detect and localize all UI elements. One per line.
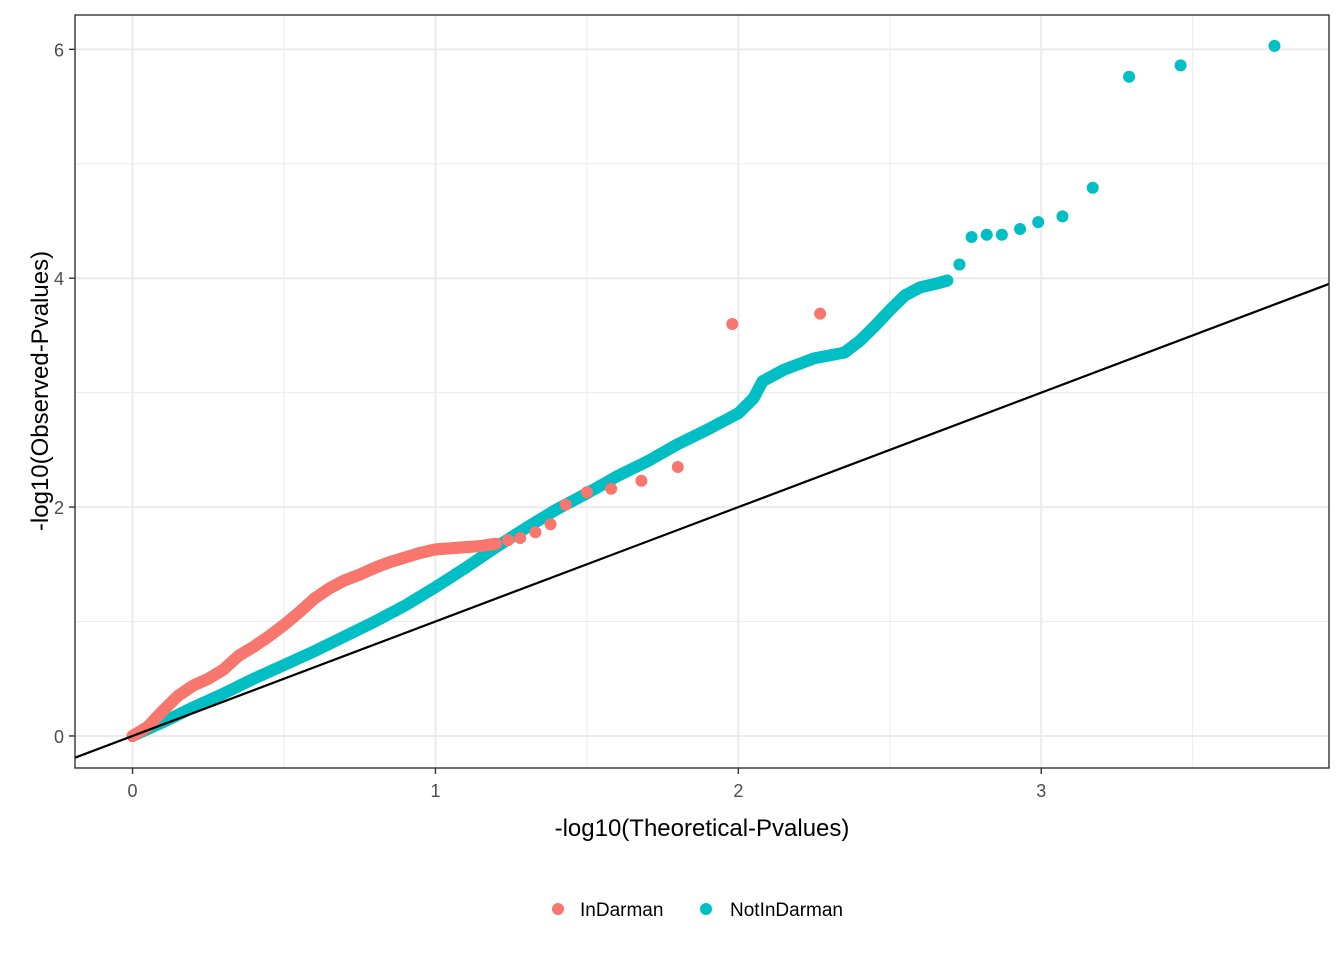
y-tick-label: 6 (54, 40, 64, 60)
data-point (1014, 222, 1027, 235)
x-tick-label: 0 (128, 781, 138, 801)
reference-line (74, 282, 1330, 759)
series-indarman (126, 307, 827, 742)
data-point (965, 231, 978, 244)
legend-label-indarman: InDarman (580, 900, 663, 921)
y-tick-label: 2 (54, 498, 64, 518)
x-axis: 0 1 2 3 (128, 768, 1046, 801)
data-point (635, 474, 648, 487)
data-point (605, 482, 618, 495)
x-tick-label: 3 (1036, 781, 1046, 801)
data-point (980, 228, 993, 241)
data-point (1032, 216, 1045, 229)
y-axis-title: -log10(Observed-Pvalues) (27, 251, 54, 531)
data-point (1268, 39, 1281, 52)
data-point (814, 307, 827, 320)
data-point (941, 274, 954, 287)
legend-key-notindarman (700, 903, 712, 915)
data-point (995, 228, 1008, 241)
data-point (544, 518, 557, 531)
grid-major (75, 15, 1329, 768)
legend-key-indarman (552, 903, 564, 915)
y-tick-label: 4 (54, 269, 64, 289)
data-point (1086, 181, 1099, 194)
legend-label-notindarman: NotInDarman (730, 900, 843, 921)
x-tick-label: 1 (430, 781, 440, 801)
data-point (1056, 210, 1069, 223)
plot-background (75, 15, 1329, 768)
x-tick-label: 2 (733, 781, 743, 801)
data-point (580, 486, 593, 499)
data-point (514, 531, 527, 544)
data-point (559, 498, 572, 511)
data-point (953, 258, 966, 271)
y-axis: 0 2 4 6 (54, 40, 75, 747)
data-point (1123, 70, 1136, 83)
data-point (529, 526, 542, 539)
data-point (671, 461, 684, 474)
series-layer (126, 39, 1281, 742)
legend: InDarman NotInDarman (552, 900, 843, 921)
data-point (490, 537, 503, 550)
plot-border (74, 14, 1330, 769)
y-tick-label: 0 (54, 727, 64, 747)
x-axis-title: -log10(Theoretical-Pvalues) (555, 815, 850, 842)
data-point (726, 317, 739, 330)
data-point (1174, 59, 1187, 72)
data-point (502, 534, 515, 547)
